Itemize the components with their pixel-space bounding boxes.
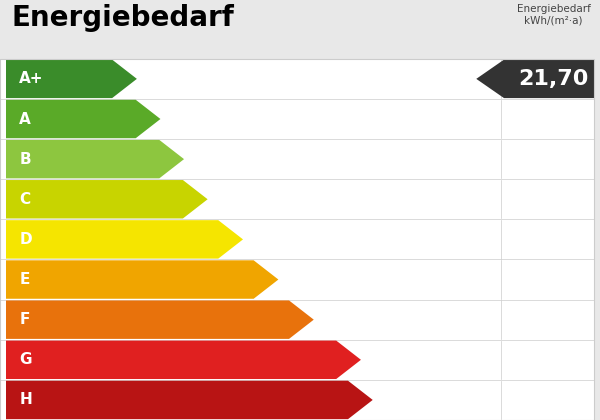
Polygon shape bbox=[6, 381, 373, 419]
Text: 21,70: 21,70 bbox=[518, 69, 589, 89]
Text: Energiebedarf: Energiebedarf bbox=[12, 4, 235, 32]
Text: H: H bbox=[19, 392, 32, 407]
Bar bbox=[0, 0, 600, 59]
Polygon shape bbox=[6, 140, 184, 178]
Text: B: B bbox=[19, 152, 31, 167]
Polygon shape bbox=[6, 300, 314, 339]
Polygon shape bbox=[6, 260, 278, 299]
Polygon shape bbox=[6, 180, 208, 218]
Text: Energiebedarf
kWh/(m²·a): Energiebedarf kWh/(m²·a) bbox=[517, 4, 590, 26]
Polygon shape bbox=[6, 341, 361, 379]
Text: A: A bbox=[19, 111, 31, 126]
Polygon shape bbox=[6, 60, 137, 98]
Bar bbox=[0, 59, 594, 420]
Bar bbox=[0, 59, 501, 420]
Text: A+: A+ bbox=[19, 71, 44, 87]
Text: E: E bbox=[19, 272, 29, 287]
Text: G: G bbox=[19, 352, 32, 368]
Text: F: F bbox=[19, 312, 29, 327]
Text: D: D bbox=[19, 232, 32, 247]
Polygon shape bbox=[6, 100, 160, 138]
Polygon shape bbox=[6, 220, 243, 259]
Polygon shape bbox=[476, 60, 594, 98]
Text: C: C bbox=[19, 192, 31, 207]
Bar bbox=[501, 59, 594, 420]
